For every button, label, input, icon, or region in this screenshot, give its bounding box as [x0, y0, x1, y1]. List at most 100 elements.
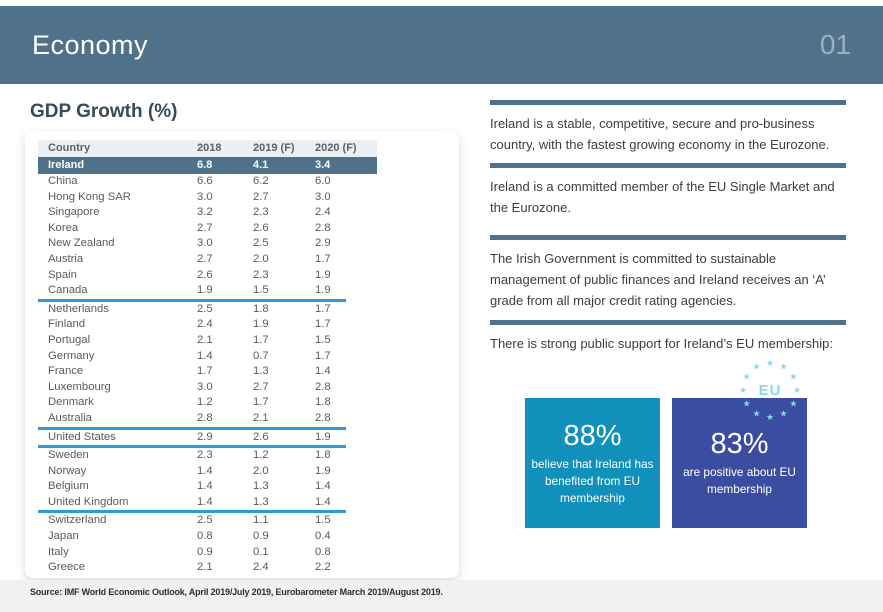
- row-value: 1.7: [315, 252, 331, 265]
- row-value: 6.6: [197, 175, 213, 187]
- row-country: Switzerland: [48, 514, 107, 527]
- table-row: Korea 2.7 2.6 2.8: [38, 221, 377, 237]
- row-value: 1.7: [197, 365, 213, 378]
- row-value: 1.4: [197, 464, 213, 477]
- stat-value-83: 83%: [710, 428, 769, 460]
- row-value: 2.7: [197, 221, 213, 234]
- column-header-2020: 2020 (F): [315, 142, 357, 154]
- row-value: 1.9: [197, 284, 213, 297]
- row-value: 1.9: [315, 464, 331, 477]
- star-icon: ★: [789, 371, 798, 382]
- row-value: 1.2: [253, 449, 269, 462]
- star-icon: ★: [765, 358, 775, 368]
- row-value: 2.1: [253, 411, 269, 424]
- table-row: New Zealand 3.0 2.5 2.9: [38, 236, 377, 252]
- row-country: Sweden: [48, 449, 89, 462]
- row-country: Denmark: [48, 396, 94, 409]
- row-value: 1.9: [315, 430, 331, 443]
- row-value: 6.2: [253, 175, 269, 187]
- row-value: 1.7: [315, 302, 331, 315]
- table-row: China 6.6 6.2 6.0: [38, 174, 377, 190]
- page-title: Economy: [32, 29, 149, 60]
- row-country: Belgium: [48, 480, 89, 493]
- row-country: China: [48, 175, 78, 187]
- star-icon: ★: [738, 385, 748, 395]
- row-value: 1.3: [253, 365, 269, 378]
- table-row: Australia 2.8 2.1 2.8: [38, 411, 377, 427]
- row-value: 1.4: [315, 495, 331, 508]
- row-value: 0.9: [253, 530, 269, 543]
- gdp-table: Country 2018 2019 (F) 2020 (F) Ireland 6…: [38, 140, 377, 576]
- table-row: Luxembourg 3.0 2.7 2.8: [38, 380, 377, 396]
- row-value: 2.7: [197, 252, 213, 265]
- row-country: Greece: [48, 561, 86, 574]
- row-value: 6.0: [315, 175, 331, 187]
- row-value: 0.7: [253, 349, 269, 362]
- row-value: 2.4: [197, 318, 213, 331]
- eu-badge-label: EU: [758, 381, 782, 399]
- row-value: 1.9: [315, 284, 331, 297]
- row-value: 2.5: [197, 514, 213, 527]
- row-country: Canada: [48, 284, 88, 297]
- row-country: Norway: [48, 464, 87, 477]
- table-row: Portugal 2.1 1.7 1.5: [38, 333, 377, 349]
- row-value: 2.3: [253, 206, 269, 219]
- highlight-country: Ireland: [48, 159, 85, 171]
- row-value: 3.2: [197, 206, 213, 219]
- highlight-row-ireland: Ireland 6.8 4.1 3.4: [38, 157, 377, 174]
- table-row: Finland 2.4 1.9 1.7: [38, 317, 377, 333]
- star-icon: ★: [742, 371, 751, 382]
- row-value: 2.8: [315, 380, 331, 393]
- row-value: 3.0: [197, 380, 213, 393]
- row-value: 1.7: [253, 396, 269, 409]
- row-value: 2.6: [253, 221, 269, 234]
- row-country: Spain: [48, 268, 77, 281]
- table-row: Belgium 1.4 1.3 1.4: [38, 479, 377, 495]
- table-header-row: Country 2018 2019 (F) 2020 (F): [38, 140, 377, 157]
- table-row: Switzerland 2.5 1.1 1.5: [38, 513, 377, 529]
- row-value: 2.8: [315, 411, 331, 424]
- row-country: Korea: [48, 221, 79, 234]
- row-country: New Zealand: [48, 237, 115, 250]
- row-value: 1.7: [253, 333, 269, 346]
- column-header-2019: 2019 (F): [253, 142, 295, 154]
- table-row: United Kingdom 1.4 1.3 1.4: [38, 495, 377, 511]
- row-value: 1.7: [315, 318, 331, 331]
- row-value: 0.4: [315, 530, 331, 543]
- row-value: 0.1: [253, 545, 269, 558]
- row-value: 1.4: [315, 365, 331, 378]
- row-country: United Kingdom: [48, 495, 129, 508]
- stat-box: 83% are positive about EU membership: [672, 398, 807, 528]
- row-value: 1.8: [253, 302, 269, 315]
- table-row: Germany 1.4 0.7 1.7: [38, 349, 377, 365]
- row-country: Netherlands: [48, 302, 109, 315]
- table-row: Denmark 1.2 1.7 1.8: [38, 395, 377, 411]
- gdp-table-card: Country 2018 2019 (F) 2020 (F) Ireland 6…: [25, 131, 459, 578]
- row-value: 2.7: [253, 190, 269, 203]
- eu-badge: ★ ★ ★ ★ ★ ★ ★ ★ ★ ★ ★ ★ EU: [738, 358, 802, 422]
- row-value: 2.2: [315, 561, 331, 574]
- table-row: Greece 2.1 2.4 2.2: [38, 560, 377, 576]
- eu-stars-icon: ★ ★ ★ ★ ★ ★ ★ ★ ★ ★ ★ ★: [738, 358, 802, 422]
- row-value: 2.8: [197, 411, 213, 424]
- row-value: 1.1: [253, 514, 269, 527]
- column-header-country: Country: [48, 142, 91, 154]
- stat-box: 88% believe that Ireland has benefited f…: [525, 398, 660, 528]
- row-value: 2.6: [197, 268, 213, 281]
- row-value: 2.9: [197, 430, 213, 443]
- info-block-public-finances: The Irish Government is committed to sus…: [490, 235, 846, 311]
- table-row: Italy 0.9 0.1 0.8: [38, 545, 377, 561]
- row-value: 2.0: [253, 252, 269, 265]
- row-value: 1.5: [315, 333, 331, 346]
- group-divider: [38, 510, 346, 514]
- stat-caption-88: believe that Ireland has benefited from …: [531, 456, 654, 505]
- row-value: 1.4: [197, 349, 213, 362]
- row-value: 1.5: [315, 514, 331, 527]
- group-divider: [38, 298, 346, 302]
- row-country: Italy: [48, 545, 69, 558]
- gdp-section-title: GDP Growth (%): [30, 101, 178, 122]
- row-value: 3.0: [315, 190, 331, 203]
- row-country: Finland: [48, 318, 86, 331]
- row-value: 3.0: [197, 237, 213, 250]
- table-row: Netherlands 2.5 1.8 1.7: [38, 302, 377, 318]
